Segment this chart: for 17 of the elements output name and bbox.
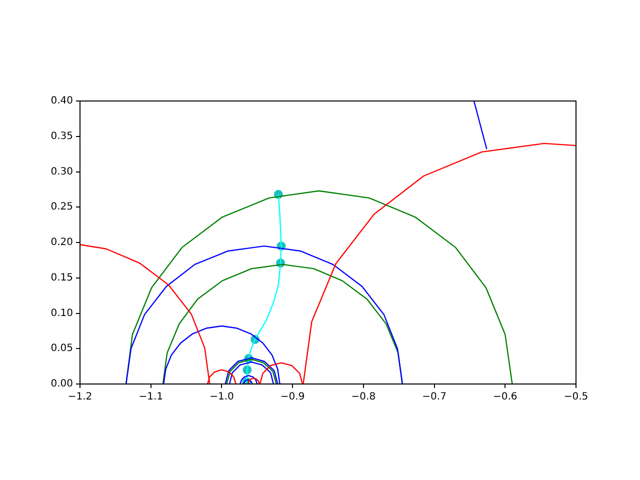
x-tick-label: −1.1 (138, 392, 164, 403)
y-tick-label: 0.35 (50, 130, 73, 142)
y-tick-label: 0.05 (50, 343, 73, 354)
y-tick-label: 0.15 (50, 272, 73, 284)
y-tick-label: 0.25 (50, 202, 73, 213)
x-tick-label: −0.6 (492, 392, 518, 403)
x-tick-label: −0.5 (564, 392, 588, 403)
x-tick-label: −1.0 (210, 392, 234, 403)
x-tick-label: −0.8 (351, 392, 376, 403)
y-tick-label: 0.10 (50, 308, 73, 319)
y-tick-label: 0.00 (50, 378, 73, 390)
x-tick-label: −0.9 (280, 392, 305, 403)
x-tick-label: −1.2 (68, 392, 92, 403)
y-tick-label: 0.40 (50, 96, 73, 107)
y-tick-label: 0.30 (50, 166, 73, 178)
x-tick-label: −0.7 (422, 392, 446, 403)
y-tick-label: 0.20 (50, 237, 73, 248)
